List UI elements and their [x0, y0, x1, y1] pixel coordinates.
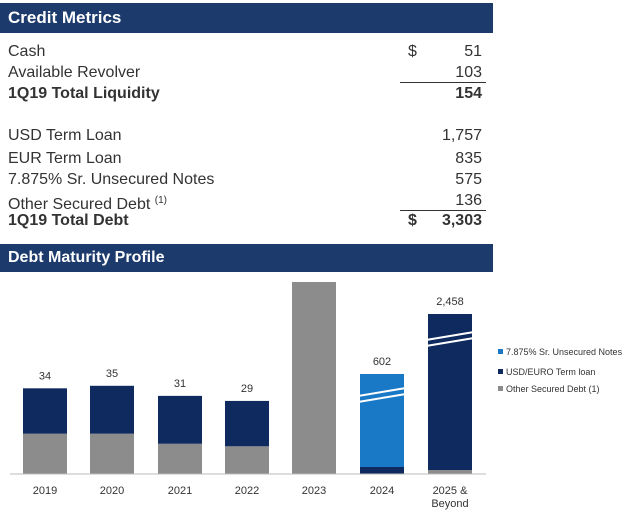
axis-break-mark: [425, 331, 475, 341]
data-label: 2,458: [436, 296, 464, 308]
axis-break-mark: [425, 337, 475, 347]
x-tick-label: 2023: [302, 485, 326, 497]
bar-segment: [428, 314, 472, 470]
metric-row: 7.875% Sr. Unsecured Notes 575: [8, 169, 490, 191]
x-tick-label: 2021: [168, 485, 192, 497]
credit-metrics-header: Credit Metrics: [0, 3, 493, 33]
x-tick-label: 2020: [100, 485, 124, 497]
metric-row: Other Secured Debt (1) 136: [8, 190, 490, 213]
metric-value: 51: [464, 43, 482, 60]
bar-segment: [90, 433, 134, 474]
metric-row: Cash $51: [8, 41, 490, 63]
legend-label: 7.875% Sr. Unsecured Notes: [506, 347, 623, 357]
metric-row: USD Term Loan 1,757: [8, 125, 490, 147]
metric-label: EUR Term Loan: [8, 150, 122, 167]
bar-segment: [292, 282, 336, 474]
legend-label: Other Secured Debt (1): [506, 384, 600, 394]
legend-swatch: [498, 386, 503, 391]
bar-segment: [158, 395, 202, 444]
metric-value: 3,303: [441, 212, 482, 229]
data-label: 34: [39, 370, 51, 382]
metric-row: Available Revolver 103: [8, 62, 490, 84]
footnote-marker: (1): [154, 195, 167, 206]
data-label: 35: [106, 368, 118, 380]
metric-label: 1Q19 Total Liquidity: [8, 85, 160, 102]
axis-break-mark: [357, 387, 407, 397]
metric-label: 7.875% Sr. Unsecured Notes: [8, 171, 215, 188]
metric-value: 136: [455, 192, 482, 209]
bar-segment: [23, 388, 67, 434]
bar-segment: [23, 433, 67, 474]
bar-segment: [225, 446, 269, 474]
metric-value: 103: [455, 64, 482, 81]
x-tick-label: 2022: [235, 485, 259, 497]
bar-segment: [225, 400, 269, 447]
currency-symbol: $: [408, 212, 417, 229]
legend-swatch: [498, 349, 503, 354]
bar-segment: [360, 374, 404, 467]
metric-row: 1Q19 Total Debt $3,303: [8, 210, 490, 232]
bar-segment: [428, 470, 472, 474]
data-label: 602: [373, 356, 391, 368]
metric-label: Cash: [8, 43, 46, 60]
metric-row: EUR Term Loan 835: [8, 148, 490, 170]
metric-label: Other Secured Debt (1): [8, 195, 167, 213]
x-tick-label: 2024: [370, 485, 394, 497]
x-tick-label: 2019: [33, 485, 57, 497]
debt-maturity-chart: 342019352020312021292022114202360220242,…: [10, 282, 486, 510]
axis-break-mark: [357, 393, 407, 403]
legend-label: USD/EURO Term loan: [506, 367, 596, 377]
metric-label: USD Term Loan: [8, 127, 122, 144]
metric-label: 1Q19 Total Debt: [8, 212, 129, 229]
metric-label: Available Revolver: [8, 64, 141, 81]
legend-swatch: [498, 369, 503, 374]
metric-value: 154: [455, 85, 482, 102]
bar-segment: [90, 385, 134, 434]
legend-item: Other Secured Debt (1): [498, 384, 600, 394]
metric-row: 1Q19 Total Liquidity 154: [8, 83, 490, 105]
metric-value: 575: [455, 171, 482, 188]
debt-maturity-header: Debt Maturity Profile: [0, 244, 493, 272]
subtotal-rule: [400, 82, 486, 83]
metric-value: 1,757: [441, 127, 482, 144]
data-label: 29: [241, 383, 253, 395]
legend-item: USD/EURO Term loan: [498, 367, 595, 377]
data-label: 31: [174, 378, 186, 390]
x-tick-label: 2025 &: [433, 485, 469, 497]
subtotal-rule: [400, 210, 486, 211]
x-tick-label: Beyond: [431, 498, 468, 510]
bar-segment: [360, 467, 404, 474]
currency-symbol: $: [408, 43, 417, 60]
legend-item: 7.875% Sr. Unsecured Notes: [498, 347, 622, 357]
metric-value: 835: [455, 150, 482, 167]
bar-segment: [158, 443, 202, 474]
